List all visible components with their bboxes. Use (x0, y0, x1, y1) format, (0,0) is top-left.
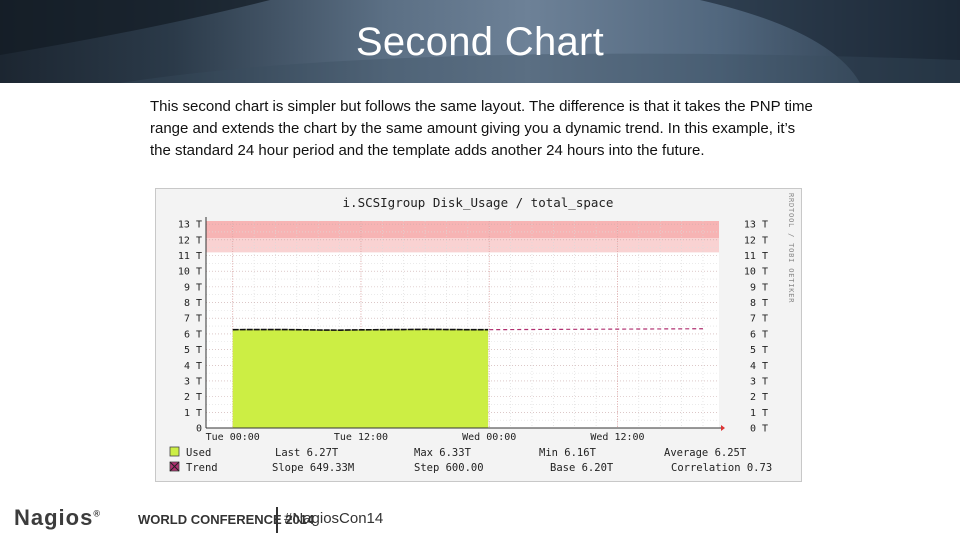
x-axis-arrow-icon (721, 425, 725, 431)
y-tick-label-right: 8 T (750, 298, 768, 309)
y-tick-label-left: 8 T (184, 298, 202, 309)
y-tick-label-right: 5 T (750, 345, 768, 356)
x-tick-label: Wed 12:00 (590, 432, 644, 443)
rrd-chart: i.SCSIgroup Disk_Usage / total_space 13 … (155, 188, 802, 482)
y-tick-label-right: 7 T (750, 314, 768, 325)
legend-used-last: Last 6.27T (275, 447, 339, 459)
threshold-band-warning (206, 238, 719, 253)
y-tick-label-right: 13 T (744, 220, 768, 231)
y-tick-label-left: 11 T (178, 251, 202, 262)
y-tick-label-left: 2 T (184, 392, 202, 403)
y-tick-label-left: 0 (196, 424, 202, 435)
conference-name: WORLD CONFERENCE 2014 (138, 512, 315, 527)
y-tick-label-right: 12 T (744, 235, 768, 246)
y-tick-label-left: 4 T (184, 361, 202, 372)
threshold-band-critical (206, 221, 719, 239)
y-tick-label-right: 0 T (750, 424, 768, 435)
legend-trend-base: Base 6.20T (550, 462, 614, 474)
series-used-line (232, 328, 489, 331)
slide-body-text: This second chart is simpler but follows… (150, 98, 813, 159)
legend-trend-step: Step 600.00 (414, 462, 484, 474)
legend-trend-label: Trend (186, 462, 218, 474)
y-tick-label-left: 7 T (184, 314, 202, 325)
header-backdrop (0, 0, 960, 83)
chart-series (232, 328, 703, 428)
chart-axis-ticks: 13 T 12 T 11 T 10 T 9 T 8 T 7 T 6 T 5 T 4 T 3 T 2 T… (178, 217, 768, 443)
chart-svg: i.SCSIgroup Disk_Usage / total_space 13 … (156, 189, 801, 481)
y-tick-label-right: 1 T (750, 408, 768, 419)
legend-trend-slope: Slope 649.33M (272, 462, 354, 474)
y-tick-label-right: 2 T (750, 392, 768, 403)
y-tick-label-right: 11 T (744, 251, 768, 262)
x-tick-label: Tue 12:00 (334, 432, 388, 443)
legend-used-label: Used (186, 447, 211, 459)
conference-hashtag: #NagiosCon14 (284, 510, 384, 527)
chart-title: i.SCSIgroup Disk_Usage / total_space (343, 195, 614, 210)
y-tick-label-left: 5 T (184, 345, 202, 356)
legend-swatch-used (169, 446, 180, 457)
y-tick-label-left: 3 T (184, 376, 202, 387)
y-tick-label-right: 10 T (744, 267, 768, 278)
nagios-logo: Nagios® (14, 505, 100, 531)
slide-header: Second Chart (0, 0, 960, 83)
y-tick-label-left: 6 T (184, 329, 202, 340)
slide-footer: Nagios® WORLD CONFERENCE 2014 #NagiosCon… (14, 505, 434, 535)
rrdtool-watermark: RRDTOOL / TOBI OETIKER (787, 193, 795, 303)
legend-used-max: Max 6.33T (414, 447, 472, 459)
legend-trend-cross-icon (169, 461, 180, 472)
y-tick-label-left: 10 T (178, 267, 202, 278)
series-used-area (232, 329, 489, 428)
y-tick-label-left: 1 T (184, 408, 202, 419)
x-tick-label: Wed 00:00 (462, 432, 516, 443)
y-tick-label-right: 3 T (750, 376, 768, 387)
legend-used-average: Average 6.25T (664, 447, 747, 459)
y-tick-label-right: 4 T (750, 361, 768, 372)
slide-title: Second Chart (355, 20, 605, 64)
y-tick-label-left: 12 T (178, 235, 202, 246)
y-tick-label-left: 9 T (184, 282, 202, 293)
y-tick-label-right: 9 T (750, 282, 768, 293)
nagios-logo-text: Nagios (14, 505, 94, 530)
chart-legend: Used Last 6.27T Max 6.33T Min 6.16T Aver… (169, 446, 772, 474)
legend-used-min: Min 6.16T (539, 447, 597, 459)
y-tick-label-right: 6 T (750, 329, 768, 340)
y-tick-label-left: 13 T (178, 220, 202, 231)
legend-trend-correlation: Correlation 0.73 (671, 462, 772, 474)
footer-divider (276, 507, 278, 533)
series-trend-line (489, 328, 703, 331)
nagios-logo-mark: ® (93, 508, 100, 519)
x-tick-label: Tue 00:00 (206, 432, 260, 443)
